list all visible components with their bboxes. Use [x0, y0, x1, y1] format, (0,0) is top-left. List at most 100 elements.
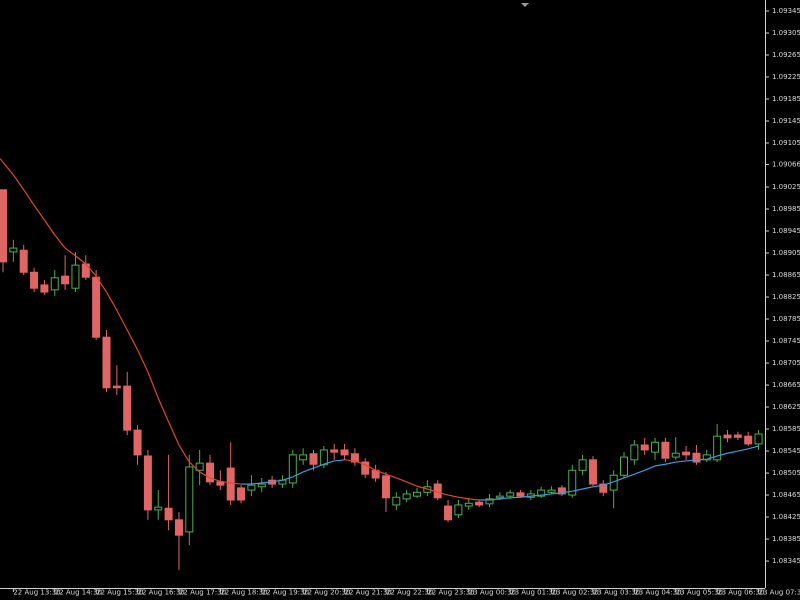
y-tick-label: 1.09345: [772, 7, 800, 15]
y-tick-label: 1.08825: [772, 293, 800, 301]
moving-average: [427, 488, 438, 493]
moving-average: [302, 467, 314, 473]
x-tick-label: 22 Aug 22:30: [386, 589, 433, 597]
moving-average: [251, 482, 262, 485]
y-tick-label: 1.08465: [772, 491, 800, 499]
candle-body: [319, 449, 328, 466]
moving-average: [178, 444, 190, 463]
moving-average: [168, 421, 180, 446]
moving-average: [644, 465, 656, 471]
y-tick-label: 1.09105: [772, 139, 800, 147]
moving-average: [468, 498, 480, 501]
y-tick-label: 1.09025: [772, 183, 800, 191]
moving-average: [592, 484, 604, 488]
moving-average: [716, 452, 728, 457]
x-tick-label: 22 Aug 19:30: [262, 589, 309, 597]
moving-average: [85, 263, 97, 277]
candle-body: [444, 505, 453, 521]
x-tick-label: 23 Aug 07:30: [759, 589, 800, 597]
candle-body: [19, 249, 28, 273]
y-tick-label: 1.08545: [772, 447, 800, 455]
candle-body: [413, 491, 421, 497]
x-tick-label: 23 Aug 04:30: [634, 589, 681, 597]
candle-body: [682, 451, 691, 456]
moving-average: [437, 491, 449, 496]
moving-average: [499, 497, 511, 500]
x-tick-label: 23 Aug 01:30: [510, 589, 557, 597]
moving-average: [292, 471, 304, 478]
moving-average: [654, 463, 666, 467]
x-tick-label: 22 Aug 15:30: [96, 589, 143, 597]
moving-average: [748, 445, 759, 450]
moving-average: [75, 255, 87, 265]
y-tick-label: 1.09305: [772, 29, 800, 37]
candle-body: [71, 264, 80, 289]
moving-average: [686, 459, 697, 462]
candle-body: [154, 506, 163, 511]
y-tick-label: 1.08945: [772, 227, 800, 235]
moving-average: [727, 450, 738, 454]
moving-average: [12, 174, 25, 191]
candle-body: [485, 498, 494, 505]
candle-body: [754, 433, 763, 445]
moving-average: [230, 482, 242, 485]
candle-body: [630, 444, 639, 461]
candle-body: [464, 502, 473, 507]
moving-average: [551, 492, 562, 495]
y-tick-label: 1.08505: [772, 469, 800, 477]
candle-body: [361, 461, 370, 475]
candle-body: [568, 469, 577, 496]
candle-body: [30, 271, 39, 289]
y-tick-label: 1.09225: [772, 73, 800, 81]
moving-average: [530, 494, 542, 497]
candle-body: [40, 284, 49, 293]
candle-body: [92, 276, 101, 338]
candle-body: [299, 454, 308, 461]
moving-average: [634, 469, 645, 475]
candle-body: [744, 435, 753, 445]
moving-average: [706, 455, 718, 460]
candle-body: [0, 189, 7, 263]
candle-body: [381, 475, 390, 499]
x-tick-label: 22 Aug 18:30: [220, 589, 267, 597]
candle-body: [506, 492, 515, 497]
candle-body: [557, 487, 566, 495]
candle-body: [454, 504, 463, 516]
y-tick-label: 1.08865: [772, 271, 800, 279]
moving-average: [188, 461, 201, 473]
x-tick-label: 22 Aug 13:30: [13, 589, 60, 597]
moving-average: [313, 463, 325, 469]
moving-average: [354, 460, 366, 466]
candle-body: [640, 444, 649, 451]
candle-body: [330, 449, 339, 453]
moving-average: [54, 234, 66, 249]
candle-body: [599, 483, 608, 493]
moving-average: [116, 309, 128, 331]
candle-body: [402, 493, 411, 500]
moving-average: [603, 481, 614, 486]
moving-average: [375, 469, 387, 475]
candle-body: [661, 441, 670, 459]
candle-body: [651, 441, 660, 453]
moving-average: [696, 458, 707, 461]
y-tick-label: 1.08385: [772, 535, 800, 543]
y-tick-label: 1.08985: [772, 205, 800, 213]
candle-body: [392, 496, 401, 506]
chart-shift-marker: [521, 3, 529, 7]
y-tick-label: 1.09066: [772, 160, 800, 168]
moving-average: [737, 448, 749, 452]
candle-body: [547, 489, 556, 493]
candle-body: [226, 467, 235, 501]
candle-body: [206, 462, 214, 483]
moving-average: [157, 397, 170, 423]
candle-body: [713, 435, 722, 461]
candle-body: [537, 489, 546, 497]
x-tick-label: 22 Aug 14:30: [55, 589, 102, 597]
candle-body: [143, 455, 152, 511]
candle-body: [671, 452, 680, 458]
candle-body: [620, 456, 628, 476]
moving-average: [623, 473, 635, 479]
candle-body: [9, 247, 18, 253]
